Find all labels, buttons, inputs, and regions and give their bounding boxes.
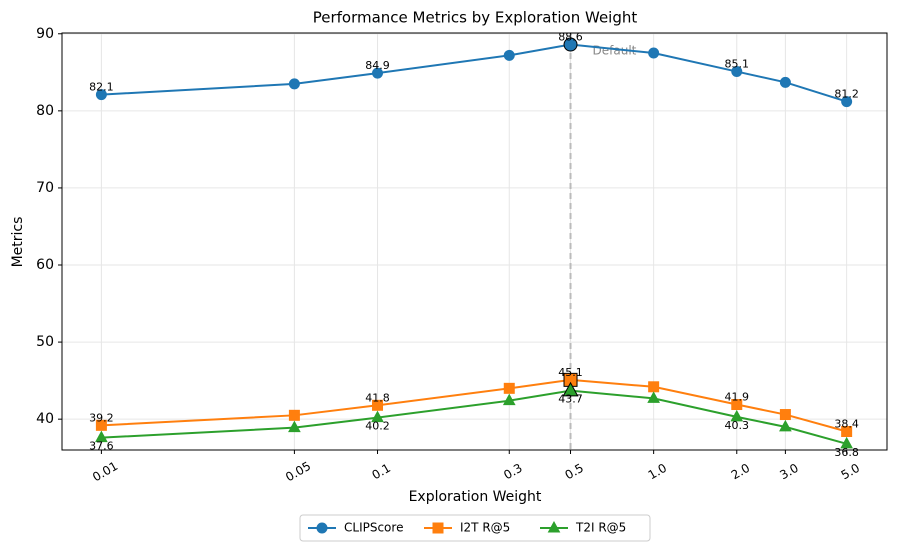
- data-label: 41.8: [365, 391, 390, 404]
- marker: [288, 409, 300, 421]
- legend: [299, 514, 651, 542]
- marker: [432, 522, 444, 534]
- x-tick-label: 1.0: [646, 461, 670, 483]
- marker: [841, 426, 853, 438]
- legend-label: T2I R@5: [575, 521, 626, 535]
- data-label: 45.1: [558, 366, 583, 379]
- x-tick-label: 0.1: [370, 461, 394, 483]
- x-tick-label: 0.01: [90, 459, 120, 484]
- marker: [648, 381, 660, 393]
- data-label: 81.2: [834, 88, 859, 101]
- marker: [316, 522, 328, 534]
- y-tick-label: 90: [36, 26, 54, 42]
- data-label: 43.7: [558, 393, 583, 406]
- data-label: 36.8: [834, 446, 859, 459]
- data-label: 40.3: [725, 419, 750, 432]
- marker: [288, 420, 301, 433]
- marker: [95, 430, 108, 443]
- marker: [779, 76, 791, 88]
- data-label: 40.2: [365, 420, 390, 433]
- data-label: 82.1: [89, 81, 114, 94]
- marker: [503, 49, 515, 61]
- marker: [840, 436, 853, 449]
- marker: [95, 419, 107, 431]
- x-tick-label: 0.3: [501, 461, 525, 483]
- x-tick-label: 0.5: [563, 461, 587, 483]
- data-label: 37.6: [89, 440, 114, 453]
- y-tick-label: 50: [36, 334, 54, 350]
- marker: [562, 381, 579, 397]
- data-label: 88.6: [558, 31, 583, 44]
- marker: [95, 89, 107, 101]
- marker: [372, 67, 384, 79]
- x-tick-label: 0.05: [283, 459, 313, 484]
- marker: [371, 410, 384, 423]
- x-tick-label: 5.0: [839, 461, 863, 483]
- marker: [503, 382, 515, 394]
- marker: [648, 47, 660, 59]
- y-tick-label: 60: [36, 257, 54, 273]
- marker: [502, 393, 516, 406]
- marker: [779, 419, 792, 432]
- marker: [779, 409, 791, 421]
- plot-frame: [61, 32, 888, 451]
- data-label: 85.1: [725, 58, 750, 71]
- marker: [563, 37, 578, 52]
- marker: [372, 399, 384, 411]
- legend-label: I2T R@5: [460, 521, 510, 535]
- marker: [841, 96, 853, 108]
- marker: [730, 409, 744, 422]
- y-tick-label: 80: [36, 103, 54, 119]
- x-tick-label: 2.0: [729, 461, 753, 483]
- marker: [547, 520, 561, 533]
- data-label: 41.9: [725, 391, 750, 404]
- legend-label: CLIPScore: [344, 521, 403, 535]
- x-axis-label: Exploration Weight: [409, 489, 542, 505]
- data-label: 38.4: [834, 418, 859, 431]
- marker: [731, 66, 743, 78]
- data-label: 39.2: [89, 411, 114, 424]
- y-tick-label: 40: [36, 411, 54, 427]
- y-tick-label: 70: [36, 180, 54, 196]
- marker: [731, 399, 743, 411]
- marker: [647, 391, 660, 403]
- y-axis-label: Metrics: [10, 217, 26, 268]
- data-label: 84.9: [365, 59, 390, 72]
- chart-title: Performance Metrics by Exploration Weigh…: [313, 9, 638, 27]
- marker: [288, 78, 300, 90]
- x-tick-label: 3.0: [777, 461, 801, 483]
